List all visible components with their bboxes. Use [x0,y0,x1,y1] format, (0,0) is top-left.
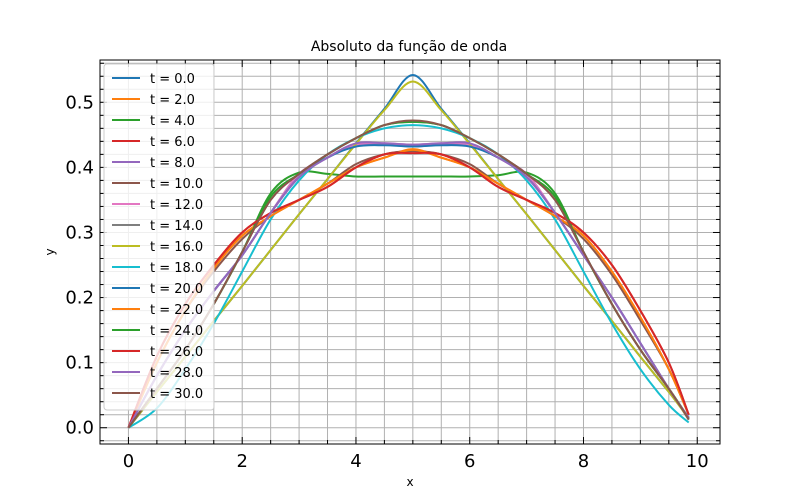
legend-label: t = 8.0 [150,156,195,171]
legend-label: t = 16.0 [150,240,203,255]
x-tick-label: 4 [350,451,361,472]
legend-label: t = 26.0 [150,345,203,360]
legend-label: t = 18.0 [150,261,203,276]
series-line [127,148,690,429]
legend-label: t = 24.0 [150,324,203,339]
legend: t = 0.0 t = 2.0 t = 4.0 t = 6.0 t = 8.0 t = 1… [103,63,215,411]
legend-label: t = 6.0 [150,135,195,150]
series-line [127,124,690,429]
ticks [99,60,720,444]
x-tick-label: 10 [686,451,709,472]
legend-label: t = 30.0 [150,387,203,402]
legend-box [103,63,215,411]
x-axis-label: x [406,475,413,489]
chart-title: Absoluto da função de onda [311,39,507,55]
y-tick-label: 0.5 [65,92,94,113]
x-tick-label: 2 [236,451,247,472]
y-tick-label: 0.2 [65,288,94,309]
axes-frame [99,59,721,445]
series-line [127,119,690,429]
y-tick-label: 0.3 [65,222,94,243]
y-tick-label: 0.1 [65,353,94,374]
legend-label: t = 14.0 [150,219,203,234]
y-axis-label: y [43,248,57,255]
legend-label: t = 22.0 [150,303,203,318]
legend-label: t = 0.0 [150,72,195,87]
legend-label: t = 10.0 [150,177,203,192]
y-tick-label: 0.4 [65,157,94,178]
x-tick-label: 8 [578,451,589,472]
y-tick-label: 0.0 [65,418,94,439]
legend-label: t = 12.0 [150,198,203,213]
x-tick-label: 0 [123,451,134,472]
series-group [127,73,690,429]
series-line [127,150,690,429]
series-line [127,141,690,429]
legend-label: t = 4.0 [150,114,195,129]
tick-labels: 0 2 4 6 8 10 0.0 0.1 0.2 0.3 0.4 0.5 [65,92,708,472]
legend-label: t = 20.0 [150,282,203,297]
series-line [127,151,690,429]
x-tick-label: 6 [464,451,475,472]
legend-label: t = 28.0 [150,366,203,381]
legend-label: t = 2.0 [150,93,195,108]
